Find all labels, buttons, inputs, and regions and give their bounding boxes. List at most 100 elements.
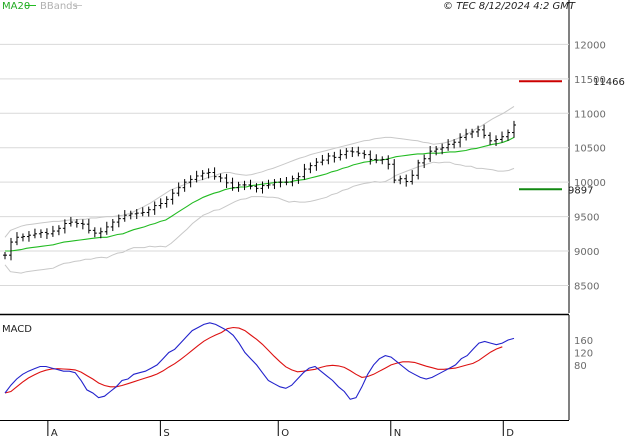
price-bar: [122, 210, 127, 222]
price-bar: [350, 147, 355, 158]
price-bar: [446, 139, 451, 151]
price-bar: [50, 225, 55, 237]
macd-tick-label: 120: [574, 348, 593, 359]
price-bar: [416, 159, 421, 180]
price-bar: [206, 168, 211, 179]
price-tick-label: 8500: [574, 281, 599, 292]
bband-upper-line: [4, 105, 515, 238]
price-bar: [242, 180, 247, 191]
price-bar: [80, 219, 85, 230]
price-bar: [380, 156, 385, 165]
price-bar: [98, 227, 103, 239]
price-tick-label: 10500: [574, 144, 606, 155]
price-bar: [230, 177, 235, 191]
price-bar: [176, 182, 181, 197]
price-bar: [158, 198, 163, 209]
price-gridlines: [0, 43, 569, 286]
moving-average: [5, 136, 515, 252]
price-tick-label: 9000: [574, 247, 599, 258]
price-bar: [314, 158, 319, 171]
price-bar: [506, 129, 511, 141]
x-tick-label: N: [394, 428, 401, 439]
macd-lines: [4, 322, 515, 400]
price-bar: [404, 174, 409, 187]
price-bar: [218, 173, 223, 183]
price-bar: [32, 228, 37, 239]
price-bar: [440, 143, 445, 155]
price-bar: [152, 201, 157, 215]
macd-tick-label: 160: [574, 336, 593, 347]
price-bar: [266, 179, 271, 189]
price-tick-label: 10000: [574, 178, 606, 189]
price-bar: [74, 219, 79, 228]
ma20-line: [5, 136, 515, 252]
price-bar: [248, 179, 253, 190]
price-bar: [368, 150, 373, 165]
price-bar: [326, 152, 331, 165]
price-bar: [302, 163, 307, 180]
price-bar: [344, 148, 349, 159]
price-bar: [476, 125, 481, 138]
price-tick-label: 11500: [574, 75, 606, 86]
bollinger-bands: [4, 105, 515, 274]
price-bar: [254, 183, 259, 193]
support-value-label: 9897: [568, 185, 593, 196]
price-bar: [410, 170, 415, 185]
price-bar: [146, 206, 151, 217]
price-bar: [212, 167, 217, 180]
price-bar: [488, 132, 493, 145]
price-bar: [200, 170, 205, 181]
price-bar: [182, 179, 187, 192]
price-bar: [20, 233, 25, 242]
price-bar: [56, 225, 61, 236]
price-bar: [140, 207, 145, 217]
price-bar: [278, 178, 283, 188]
ohlc-bars: [3, 120, 516, 261]
price-bar: [338, 149, 343, 161]
price-bar: [68, 216, 73, 227]
price-bar: [92, 227, 97, 238]
x-tick-label: O: [281, 428, 289, 439]
price-bar: [128, 210, 133, 220]
price-bar: [434, 146, 439, 156]
price-bar: [38, 229, 43, 238]
macd-title: MACD: [2, 324, 32, 335]
price-bar: [26, 231, 31, 242]
price-bar: [356, 146, 361, 157]
price-bar: [392, 159, 397, 184]
price-bar: [62, 219, 67, 234]
price-bar: [458, 133, 463, 148]
price-bar: [284, 176, 289, 186]
price-bar: [428, 146, 433, 162]
price-bar: [14, 232, 19, 246]
price-bar: [164, 196, 169, 208]
price-bar: [290, 175, 295, 187]
price-bar: [386, 155, 391, 170]
macd-tick-label: 80: [574, 361, 587, 372]
price-levels: 11466 9897: [519, 77, 625, 196]
price-bar: [86, 219, 91, 234]
copyright-label: © TEC 8/12/2024 4:2 GMT: [443, 1, 576, 12]
price-bar: [308, 162, 313, 174]
price-bar: [3, 252, 7, 260]
price-bar: [44, 228, 49, 239]
price-tick-label: 12000: [574, 40, 606, 51]
price-tick-label: 11000: [574, 109, 606, 120]
price-bar: [260, 181, 265, 194]
macd-line: [4, 322, 515, 400]
price-axis-labels: 8500 9000 9500 10000 10500 11000 11500 12000: [574, 40, 606, 292]
price-bar: [362, 150, 367, 159]
price-bar: [116, 214, 121, 228]
macd-signal-line: [4, 326, 503, 394]
price-bar: [170, 189, 175, 205]
x-tick-label: S: [163, 428, 169, 439]
price-bar: [464, 128, 469, 141]
price-bar: [110, 219, 115, 232]
price-bar: [332, 151, 337, 163]
resistance-value-label: 11466: [593, 77, 625, 88]
price-bar: [374, 154, 379, 164]
bband-lower-line: [4, 161, 515, 274]
legend-ma20: MA20: [2, 1, 30, 12]
